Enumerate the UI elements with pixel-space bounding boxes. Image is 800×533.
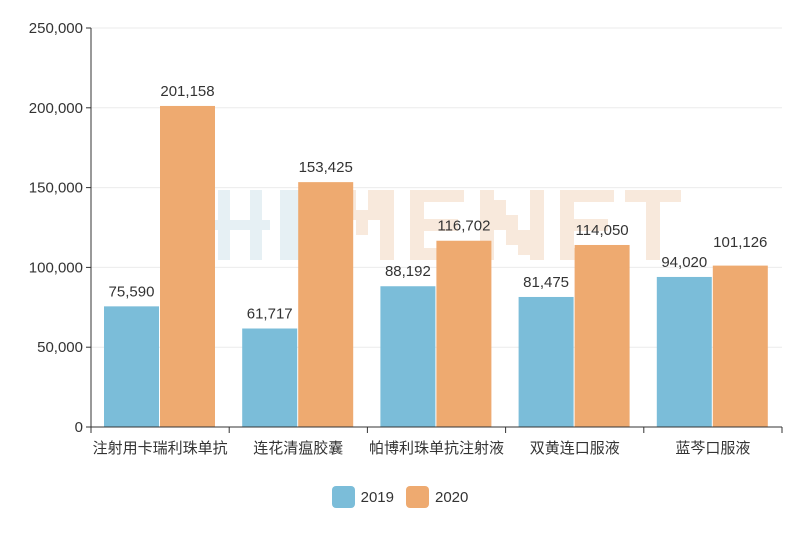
watermark-shape	[494, 200, 506, 230]
y-tick-label: 50,000	[37, 339, 83, 356]
bar-2020	[298, 182, 354, 427]
bar-2020	[160, 105, 215, 427]
bar-2020	[436, 240, 492, 427]
watermark-shape	[560, 190, 574, 260]
x-tick-label: 蓝芩口服液	[675, 440, 750, 457]
y-tick-label: 250,000	[29, 20, 83, 37]
legend-item-2019[interactable]: 2019	[331, 486, 394, 508]
watermark-shape	[356, 210, 368, 235]
data-label: 75,590	[109, 283, 155, 300]
data-label: 61,717	[247, 305, 293, 322]
watermark-shape	[210, 220, 270, 230]
bar-2020	[712, 265, 768, 427]
bar-2019	[242, 328, 298, 427]
watermark-shape	[424, 219, 458, 231]
bar-2019	[380, 286, 436, 427]
bar-2020	[574, 244, 630, 427]
y-tick-label: 200,000	[29, 100, 83, 117]
data-label: 88,192	[385, 263, 431, 280]
legend-swatch-2019	[331, 486, 355, 508]
data-label: 81,475	[523, 274, 569, 291]
watermark-shape	[518, 230, 530, 255]
data-label: 114,050	[576, 222, 629, 239]
watermark-shape	[625, 190, 681, 202]
watermark-shape	[424, 190, 464, 202]
legend-item-2020[interactable]: 2020	[406, 486, 468, 508]
x-tick-label: 帕博利珠单抗注射液	[369, 440, 504, 457]
y-tick-label: 150,000	[29, 180, 83, 197]
watermark-shape	[506, 215, 518, 245]
watermark-shape	[574, 219, 608, 231]
watermark-shape	[410, 190, 424, 260]
legend-label: 2020	[435, 488, 469, 506]
watermark-shape	[646, 202, 660, 260]
y-tick-label: 100,000	[29, 259, 83, 276]
data-label: 94,020	[661, 254, 707, 271]
x-tick-label: 连花清瘟胶囊	[253, 439, 343, 457]
legend-label: 2019	[360, 488, 394, 506]
y-tick-label: 0	[75, 419, 83, 436]
data-label: 201,158	[160, 83, 214, 100]
watermark-shape	[530, 190, 544, 260]
data-label: 153,425	[299, 159, 353, 176]
data-label: 116,702	[437, 218, 490, 235]
bar-2019	[518, 296, 574, 427]
x-tick-label: 注射用卡瑞利珠单抗	[93, 440, 228, 457]
legend: 2019 2020	[0, 486, 800, 508]
bar-2019	[104, 306, 159, 427]
watermark-shape	[380, 190, 394, 260]
legend-swatch-2020	[406, 486, 429, 508]
x-tick-label: 双黄连口服液	[530, 440, 620, 457]
data-label: 101,126	[713, 234, 767, 251]
bar-2019	[656, 276, 712, 427]
watermark-shape	[368, 190, 380, 220]
watermark-shape	[574, 190, 614, 202]
